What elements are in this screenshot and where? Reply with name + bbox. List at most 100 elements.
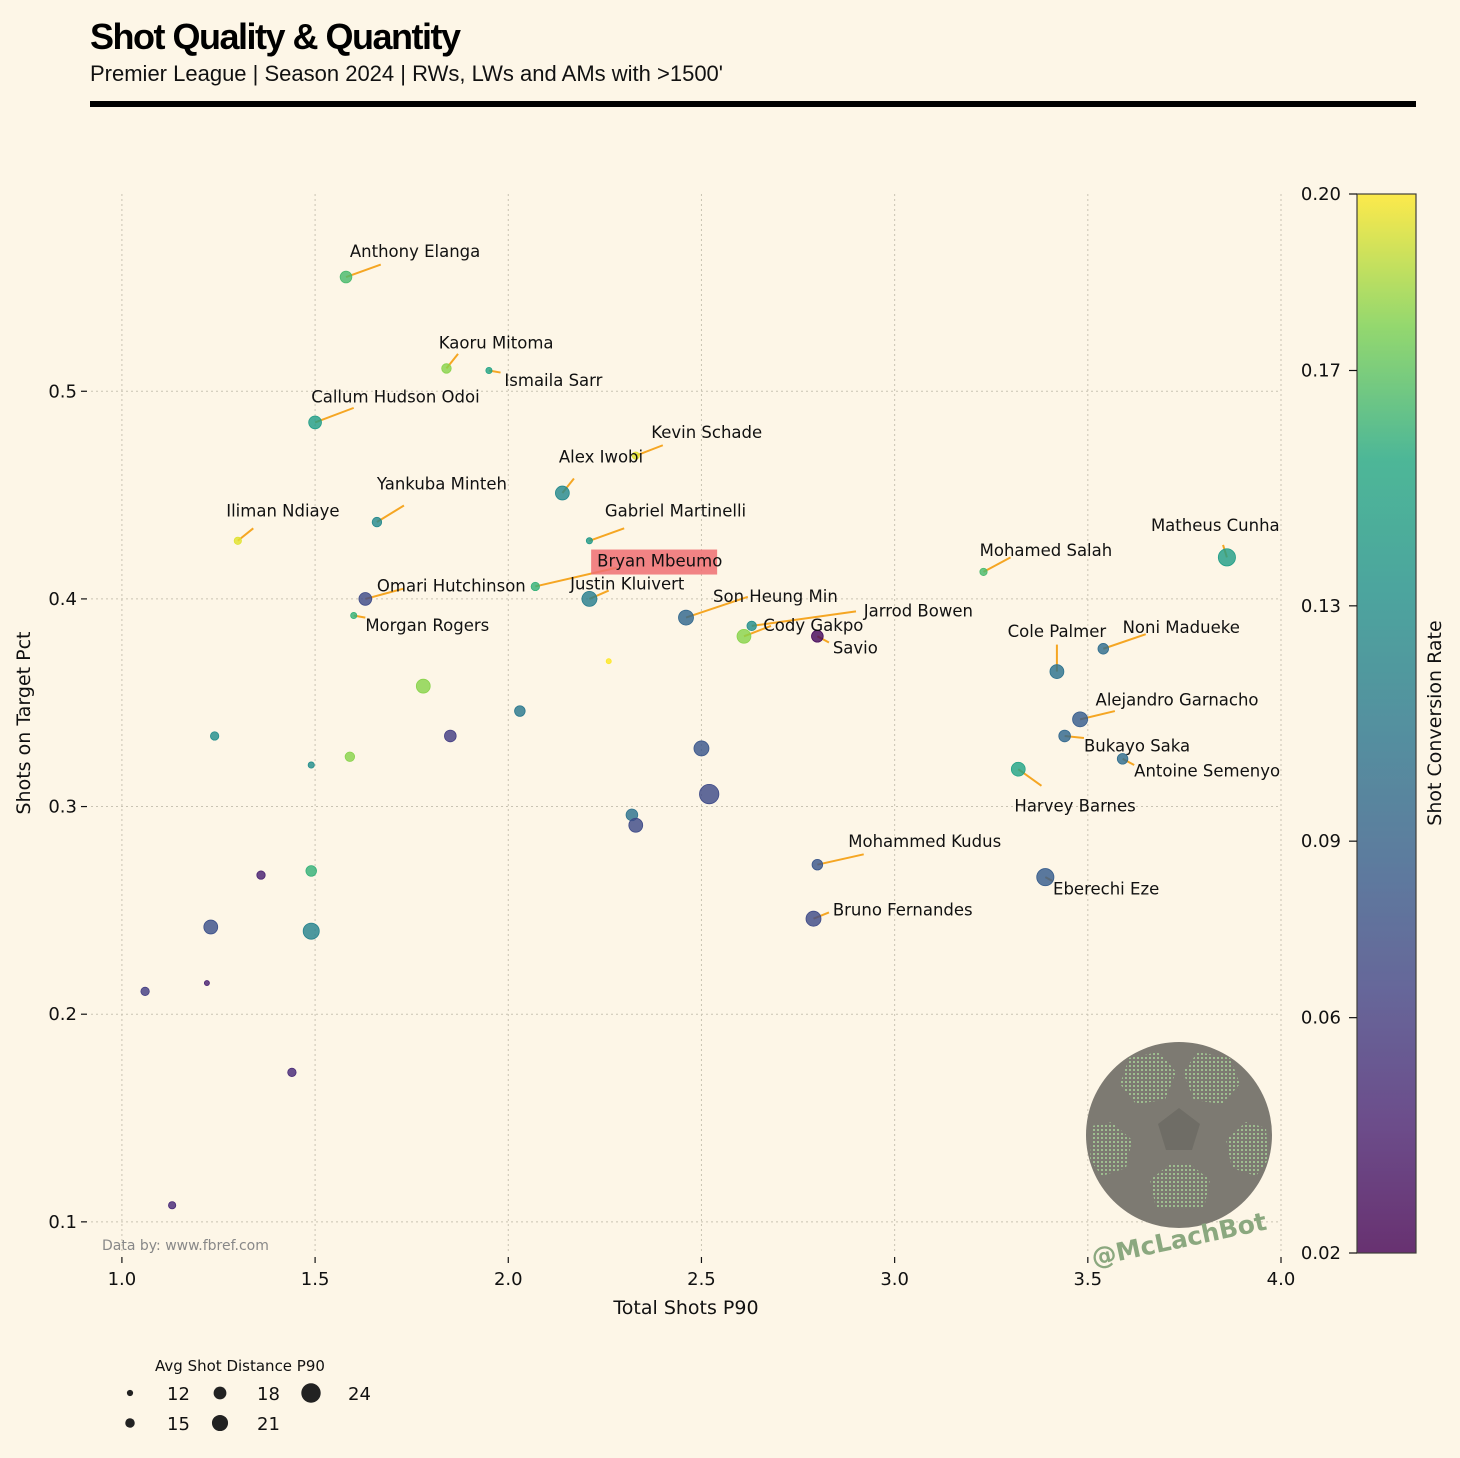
data-point[interactable] (140, 986, 150, 996)
player-point[interactable] (979, 567, 988, 576)
player-point[interactable] (1217, 548, 1236, 567)
player-label: Antoine Semenyo (1134, 761, 1280, 780)
player-point[interactable] (358, 592, 373, 606)
colorbar-ticks: 0.02 0.06 0.09 0.13 0.17 0.20 (1301, 184, 1357, 1264)
axes: 1.0 1.5 2.0 2.5 3.0 3.5 4.0 0.1 0.2 0.3 0.4 0.5 (48, 381, 1295, 1290)
colorbar-tick-label: 0.09 (1301, 831, 1341, 852)
data-point[interactable] (210, 731, 220, 741)
leader-line (376, 504, 405, 523)
data-point[interactable] (344, 751, 356, 762)
data-point[interactable] (168, 1201, 177, 1210)
player-label: Cody Gakpo (763, 616, 863, 635)
player-label: Iliman Ndiaye (226, 502, 339, 521)
y-tick-label: 0.3 (48, 797, 77, 818)
size-legend-marker (125, 1418, 135, 1428)
player-point[interactable] (1097, 643, 1109, 655)
player-point[interactable] (746, 620, 757, 632)
size-legend-title: Avg Shot Distance P90 (155, 1357, 325, 1375)
highlight-box (591, 549, 718, 575)
leader-line (589, 527, 625, 542)
player-point[interactable] (631, 451, 640, 460)
chart-title: Shot Quality & Quantity (90, 16, 461, 57)
player-label: Callum Hudson Odoi (311, 387, 479, 406)
player-label: Bruno Fernandes (833, 900, 973, 919)
data-point[interactable] (444, 729, 457, 743)
size-legend: 12 15 18 21 24 (125, 1383, 371, 1435)
player-point[interactable] (339, 270, 353, 284)
data-point[interactable] (307, 761, 315, 769)
y-tick-label: 0.2 (48, 1004, 77, 1025)
leader-line (1102, 633, 1147, 650)
player-label: Eberechi Eze (1053, 880, 1159, 899)
player-point[interactable] (805, 910, 822, 927)
grid (91, 194, 1282, 1253)
data-point[interactable] (514, 705, 526, 717)
player-label: Kaoru Mitoma (439, 334, 554, 353)
leader-line (983, 556, 1012, 573)
data-point[interactable] (287, 1067, 297, 1077)
data-point[interactable] (699, 783, 720, 805)
leader-line (751, 610, 857, 627)
player-point[interactable] (1072, 711, 1088, 728)
data-point[interactable] (605, 658, 612, 665)
player-point[interactable] (811, 630, 824, 643)
y-tick-label: 0.4 (48, 589, 77, 610)
data-points (140, 270, 1236, 1210)
x-tick-label: 2.5 (687, 1269, 716, 1290)
player-point[interactable] (1058, 729, 1071, 743)
data-point[interactable] (302, 922, 320, 940)
player-label: Bukayo Saka (1084, 736, 1190, 755)
player-label: Omari Hutchinson (377, 576, 526, 595)
player-label: Alex Iwobi (559, 448, 643, 467)
player-point[interactable] (1116, 753, 1129, 765)
x-tick-label: 3.5 (1073, 1269, 1102, 1290)
player-point[interactable] (555, 485, 570, 501)
player-point[interactable] (441, 363, 452, 374)
player-point[interactable] (233, 536, 242, 545)
colorbar-tick-label: 0.17 (1301, 361, 1341, 382)
player-label: Noni Madueke (1123, 618, 1240, 637)
data-point[interactable] (628, 817, 644, 833)
player-point[interactable] (485, 366, 493, 374)
player-point[interactable] (811, 859, 824, 871)
player-label: Harvey Barnes (1014, 797, 1135, 816)
player-point[interactable] (371, 516, 383, 528)
player-point[interactable] (1010, 761, 1026, 777)
player-point[interactable] (678, 609, 694, 626)
data-point[interactable] (305, 865, 317, 877)
player-point[interactable] (308, 415, 322, 430)
y-axis-label: Shots on Target Pct (13, 632, 35, 815)
data-point[interactable] (203, 980, 210, 987)
data-point[interactable] (256, 870, 266, 880)
player-point[interactable] (585, 537, 593, 545)
size-legend-marker (213, 1386, 227, 1400)
size-legend-label: 24 (348, 1384, 371, 1405)
player-point[interactable] (1049, 664, 1065, 679)
player-label: Bryan Mbeumo (597, 552, 722, 571)
data-point[interactable] (693, 740, 710, 757)
x-tick-label: 1.0 (108, 1269, 137, 1290)
x-tick-label: 4.0 (1267, 1269, 1296, 1290)
x-tick-label: 3.0 (880, 1269, 909, 1290)
player-point[interactable] (350, 612, 358, 620)
data-source-note: Data by: www.fbref.com (102, 1238, 269, 1254)
player-label: Matheus Cunha (1151, 516, 1280, 535)
player-label: Jarrod Bowen (863, 601, 973, 620)
size-legend-marker (126, 1389, 134, 1397)
player-label: Savio (833, 639, 878, 658)
player-label: Justin Kluivert (569, 574, 685, 593)
player-point[interactable] (1036, 868, 1055, 887)
chart-subtitle: Premier League | Season 2024 | RWs, LWs … (90, 61, 723, 86)
data-point[interactable] (203, 919, 219, 935)
player-label: Cole Palmer (1008, 622, 1107, 641)
player-point[interactable] (581, 591, 598, 607)
player-label: Yankuba Minteh (376, 475, 507, 494)
data-point[interactable] (415, 678, 431, 694)
colorbar-tick-label: 0.06 (1301, 1008, 1341, 1029)
player-point[interactable] (530, 581, 540, 592)
size-legend-marker (211, 1414, 229, 1432)
player-point[interactable] (736, 628, 752, 644)
player-labels: Anthony Elanga Kaoru Mitoma Ismaila Sarr Ca… (226, 242, 1280, 919)
x-axis-label: Total Shots P90 (612, 1297, 758, 1319)
